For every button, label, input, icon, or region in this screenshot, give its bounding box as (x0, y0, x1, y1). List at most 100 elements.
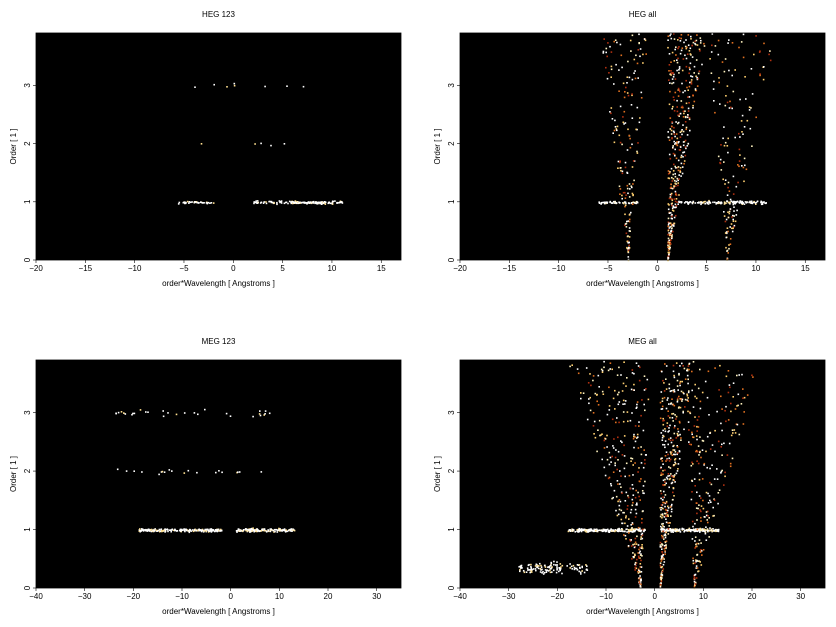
data-point (713, 514, 715, 517)
data-point (685, 47, 688, 50)
data-point (621, 143, 623, 146)
data-point (628, 529, 630, 532)
data-point (698, 478, 701, 481)
data-point (661, 527, 663, 530)
data-point (682, 411, 684, 414)
data-point (692, 41, 695, 44)
data-point (659, 585, 662, 588)
data-point (670, 390, 673, 392)
data-point (288, 200, 291, 203)
data-point (178, 201, 181, 204)
data-point (689, 201, 692, 203)
data-point (640, 578, 642, 581)
data-point (702, 530, 704, 532)
data-point (667, 223, 670, 226)
data-point (750, 200, 753, 203)
data-point (592, 412, 595, 414)
data-point (660, 566, 663, 569)
data-point (285, 529, 287, 531)
data-point (640, 538, 642, 540)
data-point (674, 206, 676, 209)
data-point (539, 562, 541, 565)
data-point (678, 528, 681, 530)
data-point (761, 202, 764, 204)
data-point (519, 570, 521, 573)
data-point (671, 198, 673, 200)
data-point (622, 116, 624, 118)
data-point (217, 528, 220, 531)
data-point (631, 166, 634, 168)
data-point (671, 121, 673, 123)
data-point (711, 530, 714, 532)
data-point (632, 543, 634, 546)
data-point (631, 412, 633, 414)
data-point (751, 93, 754, 95)
data-point (665, 388, 668, 390)
data-point (730, 227, 733, 230)
data-point (677, 434, 679, 437)
data-point (622, 511, 624, 514)
data-point (559, 569, 561, 572)
data-point (625, 515, 627, 517)
data-point (668, 227, 671, 229)
data-point (642, 429, 645, 432)
data-point (520, 566, 522, 569)
data-point (694, 395, 696, 398)
data-point (769, 50, 771, 52)
data-point (233, 82, 236, 85)
data-point (694, 547, 696, 549)
data-point (622, 411, 625, 413)
data-point (674, 173, 676, 175)
data-point (677, 182, 679, 184)
data-point (667, 256, 669, 259)
data-point (634, 529, 636, 532)
data-point (687, 397, 689, 399)
data-point (686, 134, 689, 136)
data-point (721, 408, 723, 410)
data-point (684, 54, 686, 57)
data-point (671, 125, 673, 128)
data-point (622, 530, 624, 533)
data-point (634, 436, 636, 438)
data-point (665, 544, 667, 546)
data-point (667, 530, 669, 532)
data-point (665, 509, 668, 511)
data-point (669, 171, 671, 173)
data-point (625, 385, 627, 387)
data-point (569, 530, 572, 532)
data-point (668, 172, 671, 174)
data-point (556, 564, 558, 566)
data-point (668, 139, 671, 141)
data-point (600, 434, 602, 436)
data-point (739, 200, 741, 202)
data-point (614, 456, 617, 459)
data-point (160, 471, 163, 473)
data-point (665, 378, 667, 380)
data-point (667, 177, 670, 179)
data-point (677, 114, 679, 117)
data-point (700, 542, 702, 544)
data-point (660, 582, 662, 585)
data-point (582, 392, 585, 394)
data-point (154, 528, 156, 530)
data-point (676, 399, 679, 401)
data-point (677, 463, 680, 465)
data-point (620, 486, 622, 488)
data-point (619, 500, 622, 503)
data-point (666, 422, 669, 424)
data-point (614, 389, 616, 392)
data-point (279, 201, 281, 204)
data-point (661, 405, 664, 408)
data-point (278, 200, 281, 202)
data-point (628, 518, 630, 520)
data-point (682, 144, 685, 147)
data-point (682, 91, 684, 94)
data-point (290, 528, 293, 530)
data-point (338, 201, 341, 204)
data-point (569, 567, 571, 569)
data-point (665, 482, 667, 485)
data-point (602, 201, 604, 204)
data-point (145, 411, 147, 413)
data-point (618, 134, 621, 137)
data-point (626, 171, 628, 174)
